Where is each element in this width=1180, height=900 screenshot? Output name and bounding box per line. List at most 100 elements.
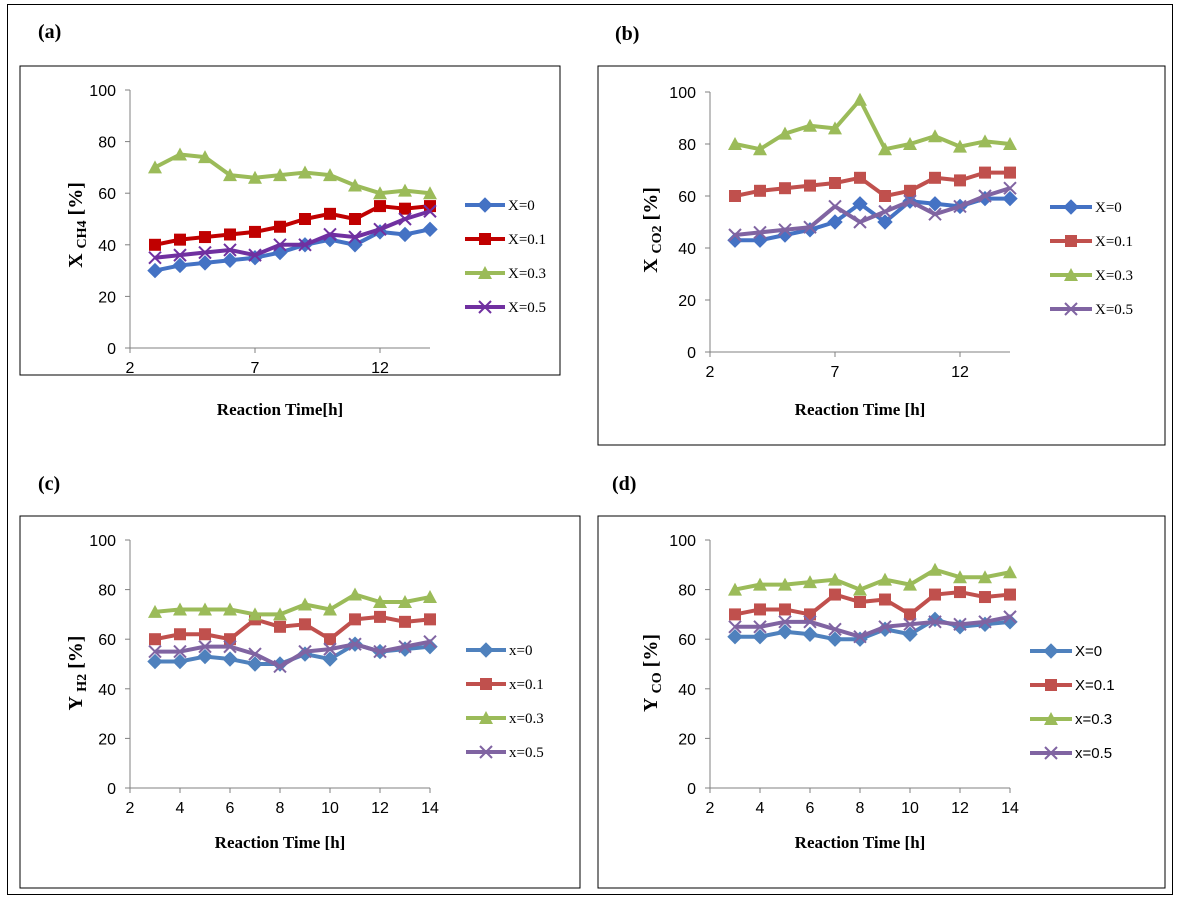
series-line: [734, 97, 1011, 152]
legend-marker: [1044, 712, 1058, 725]
data-point: [348, 587, 362, 601]
legend-label: x=0.1: [509, 677, 544, 693]
legend-label: x=0: [509, 643, 532, 659]
data-point: [928, 207, 942, 221]
data-point: [879, 593, 891, 606]
legend-marker: [1064, 268, 1078, 281]
data-point: [928, 562, 942, 576]
y-tick-label: 40: [98, 682, 116, 699]
data-point: [778, 223, 792, 237]
legend-marker: [1064, 302, 1078, 316]
y-tick-label: 0: [107, 781, 116, 798]
y-tick-label: 60: [678, 632, 696, 649]
legend-marker: [479, 711, 493, 724]
data-point: [827, 631, 843, 647]
data-point: [979, 166, 991, 179]
data-point: [927, 196, 943, 212]
legend-marker: [477, 197, 493, 213]
data-point: [829, 177, 841, 189]
y-label-unit: [%]: [640, 187, 662, 225]
data-point: [754, 603, 766, 616]
data-point: [199, 628, 211, 641]
y-tick-label: 80: [678, 583, 696, 600]
y-tick-label: 40: [678, 241, 696, 258]
data-point: [348, 178, 362, 192]
data-point: [248, 607, 262, 621]
data-point: [222, 651, 238, 667]
data-point: [953, 570, 967, 584]
data-point: [778, 615, 792, 629]
data-point: [953, 199, 967, 214]
data-point: [753, 577, 767, 591]
series-x=0.3: [728, 562, 1017, 596]
legend-label: X=0.1: [508, 232, 546, 248]
data-point: [198, 245, 212, 260]
data-point: [1004, 166, 1016, 179]
series-line: [734, 186, 1011, 237]
data-point: [727, 629, 743, 645]
x-tick-label: 4: [756, 800, 765, 817]
y-tick-label: 20: [98, 731, 116, 748]
data-point: [778, 577, 792, 591]
data-point: [424, 613, 436, 626]
series-line: [154, 209, 431, 260]
x-tick-label: 10: [901, 800, 919, 817]
y-tick-label: 60: [98, 186, 116, 203]
x-axis-label: Reaction Time [h]: [215, 833, 346, 852]
data-point: [828, 121, 842, 135]
legend-label: X=0.3: [1095, 268, 1133, 284]
data-point: [1003, 181, 1017, 195]
data-point: [174, 628, 186, 641]
data-point: [879, 190, 891, 202]
data-point: [728, 582, 742, 596]
y-tick-label: 80: [678, 137, 696, 154]
legend-item: X=0.1: [1030, 677, 1115, 694]
data-point: [878, 142, 892, 156]
data-point: [223, 243, 237, 257]
data-point: [348, 637, 362, 651]
data-point: [878, 572, 892, 586]
data-point: [374, 200, 386, 213]
data-point: [373, 222, 387, 237]
y-label-subscript: H2: [75, 674, 90, 692]
legend-item: X=0.3: [1050, 268, 1133, 284]
legend-marker: [478, 300, 492, 314]
data-point: [903, 577, 917, 591]
data-point: [298, 238, 312, 252]
data-point: [423, 634, 437, 649]
series-X=0.3: [148, 147, 437, 200]
panel-letter: (c): [38, 473, 60, 495]
data-point: [273, 607, 287, 621]
data-point: [928, 615, 942, 629]
legend-label: X=0.5: [1095, 302, 1133, 318]
legend-item: x=0.3: [466, 711, 544, 727]
data-point: [198, 639, 212, 654]
data-point: [374, 610, 386, 623]
data-point: [148, 604, 162, 618]
x-tick-label: 10: [321, 800, 339, 817]
y-label-unit: [%]: [65, 182, 87, 220]
legend-item: x=0.1: [466, 677, 544, 693]
data-point: [929, 588, 941, 601]
data-point: [828, 622, 842, 636]
y-label-main: Y: [640, 693, 662, 712]
legend-item: x=0.5: [466, 745, 544, 761]
data-point: [273, 659, 287, 674]
data-point: [978, 615, 992, 629]
data-point: [198, 150, 212, 164]
data-point: [903, 194, 917, 208]
data-point: [904, 608, 916, 621]
data-point: [174, 233, 186, 246]
series-X=0.5: [148, 204, 437, 265]
legend-marker: [479, 233, 491, 245]
data-point: [753, 142, 767, 156]
y-tick-label: 80: [98, 135, 116, 152]
data-point: [803, 615, 817, 629]
data-point: [803, 575, 817, 589]
x-axis-label: Reaction Time [h]: [795, 833, 926, 852]
data-point: [147, 262, 163, 279]
data-point: [802, 626, 818, 642]
data-point: [853, 92, 867, 106]
legend-item: X=0.5: [465, 300, 546, 316]
